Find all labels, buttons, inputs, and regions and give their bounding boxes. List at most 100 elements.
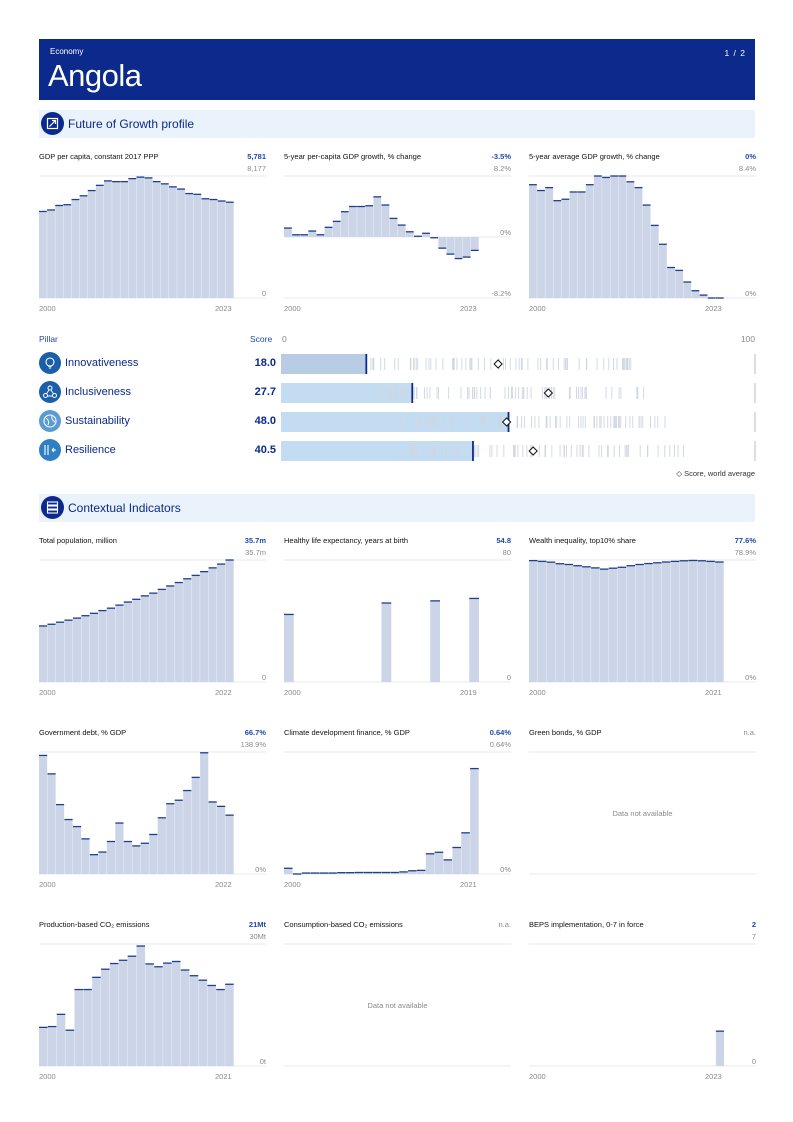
- bar: [104, 180, 112, 298]
- bar: [434, 852, 444, 874]
- chart-latest-value: 35.7m: [244, 536, 266, 545]
- bar: [198, 980, 208, 1066]
- chart-latest-value: 77.6%: [734, 536, 756, 545]
- bar: [39, 1027, 48, 1066]
- chart-x-start: 2000: [529, 1072, 546, 1081]
- pillar-bar: [281, 383, 756, 403]
- bar: [136, 177, 145, 298]
- bar: [157, 817, 166, 874]
- pillar-bar: [281, 412, 756, 432]
- chart-beps: BEPS implementation, 0-7 in force 2 7 0 …: [529, 920, 756, 1081]
- bar: [594, 176, 602, 298]
- bar: [699, 295, 708, 298]
- score-bar: [281, 383, 413, 403]
- chart-title: 5-year per-capita GDP growth, % change: [284, 152, 422, 161]
- lightbulb-icon: [39, 352, 61, 374]
- bar: [372, 872, 382, 874]
- pillar-bar: [281, 354, 756, 374]
- chart-zero-label: 0: [261, 289, 266, 298]
- bar: [389, 218, 398, 237]
- chart-title: Total population, million: [39, 536, 117, 545]
- chart-life-expectancy: Healthy life expectancy, years at birth …: [284, 536, 511, 697]
- chart-plot: [39, 751, 266, 875]
- bar: [284, 614, 294, 682]
- bar: [308, 231, 317, 237]
- bar: [390, 872, 399, 874]
- bar: [688, 560, 698, 682]
- chart-plot: [284, 751, 511, 875]
- bar: [324, 227, 333, 237]
- score-bar: [281, 412, 509, 432]
- bar: [144, 177, 153, 298]
- no-data-message: Data not available: [612, 809, 673, 818]
- bar: [47, 209, 55, 298]
- bar: [217, 564, 226, 682]
- bar: [83, 989, 92, 1066]
- bar: [208, 567, 217, 682]
- chart-wealth-inequality: Wealth inequality, top10% share 77.6% 78…: [529, 536, 756, 697]
- chart-plot: [284, 175, 511, 299]
- bar: [132, 845, 141, 874]
- chart-min-label: -8.2%: [491, 289, 511, 298]
- bar: [582, 566, 591, 682]
- chart-zero-label: 0: [261, 673, 266, 682]
- bar: [55, 205, 64, 298]
- bar: [160, 183, 169, 298]
- chart-max-label: 8.2%: [493, 164, 511, 173]
- bar: [300, 234, 309, 237]
- bar: [55, 622, 65, 682]
- bar: [225, 984, 234, 1066]
- bar: [397, 225, 406, 237]
- country-title: Angola: [48, 58, 142, 93]
- pillar-legend: ◇ Score, world average: [676, 469, 755, 478]
- bar: [174, 582, 183, 682]
- axis-max-label: 100: [740, 334, 755, 344]
- chart-max-label: 138.9%: [240, 740, 266, 749]
- bar: [591, 567, 600, 682]
- bar: [56, 1014, 66, 1066]
- chart-title: Green bonds, % GDP: [529, 728, 602, 737]
- people-network-icon: [39, 381, 61, 403]
- chart-x-end: 2022: [215, 688, 232, 697]
- bar: [399, 871, 408, 874]
- bar: [200, 752, 209, 874]
- bar: [95, 185, 104, 298]
- bar: [561, 199, 570, 298]
- diamond-icon: ◇: [676, 469, 683, 478]
- bar: [140, 843, 149, 874]
- bar: [174, 800, 183, 874]
- bar: [653, 562, 662, 682]
- chart-latest-value: 66.7%: [244, 728, 266, 737]
- bar: [123, 841, 132, 874]
- bar: [101, 969, 110, 1066]
- score-bar: [281, 441, 473, 461]
- bar: [120, 181, 129, 298]
- chart-max-label: 35.7m: [245, 548, 266, 557]
- bar: [642, 205, 651, 298]
- pillar-name: Inclusiveness: [65, 386, 132, 398]
- bar: [39, 211, 47, 298]
- pillar-score: 48.0: [254, 415, 276, 427]
- chart-zero-label: 0%: [500, 865, 511, 874]
- pillar-bar: [281, 441, 756, 461]
- pillar-scores: Pillar Score 0 100 Innovativeness 18.0 I…: [39, 330, 756, 482]
- pillar-row-inclusiveness: Inclusiveness 27.7: [39, 380, 756, 406]
- bar: [225, 560, 234, 682]
- bar: [470, 237, 479, 251]
- pillar-score: 18.0: [254, 357, 276, 369]
- bar: [180, 970, 190, 1066]
- chart-max-label: 78.9%: [734, 548, 756, 557]
- chart-latest-value: -3.5%: [491, 152, 511, 161]
- chart-plot: [529, 943, 756, 1067]
- bar: [679, 560, 689, 682]
- bar: [683, 282, 692, 298]
- bar: [89, 613, 99, 682]
- world-average-diamond: [501, 417, 512, 427]
- chart-x-start: 2000: [39, 688, 56, 697]
- score-header: Score: [250, 334, 273, 344]
- axis-min-label: 0: [282, 334, 287, 344]
- section-title: Contextual Indicators: [68, 501, 181, 515]
- bar: [163, 963, 172, 1066]
- bar: [430, 600, 440, 682]
- bar: [545, 187, 554, 298]
